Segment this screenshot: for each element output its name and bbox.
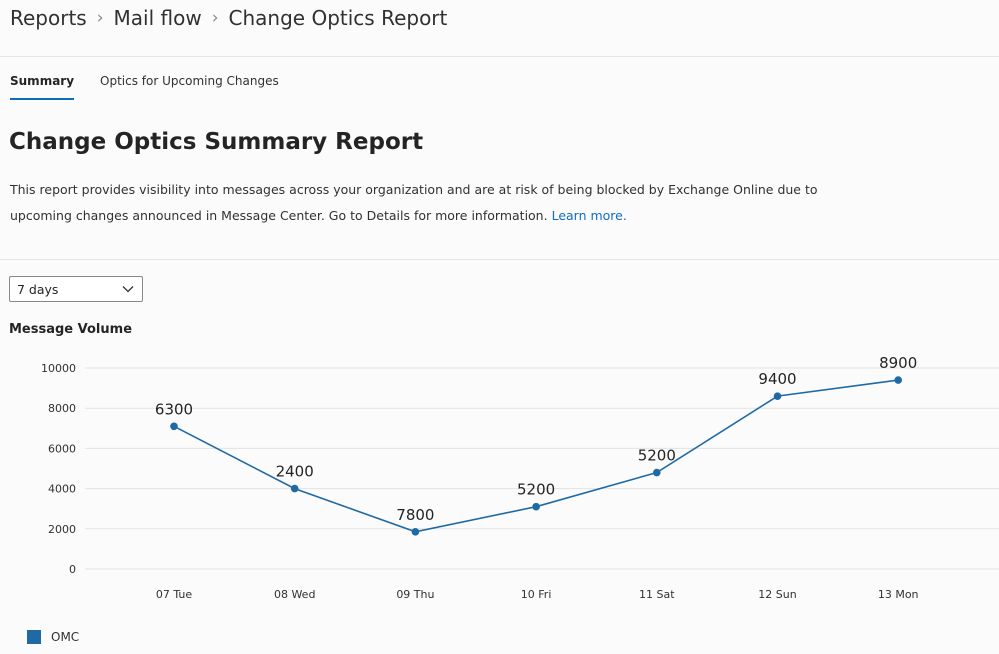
- y-tick-label: 8000: [48, 402, 76, 415]
- data-point: [653, 468, 661, 477]
- data-point: [411, 528, 420, 536]
- x-tick-label: 10 Fri: [521, 588, 552, 601]
- message-volume-chart: 0 2000 4000 6000 8000 10000 07 Tue 08 Wed 09 Thu…: [41, 354, 999, 601]
- data-label: 2400: [276, 463, 314, 481]
- breadcrumb-reports[interactable]: Reports: [10, 6, 87, 30]
- legend-swatch-omc: [27, 630, 41, 644]
- x-tick-label: 13 Mon: [878, 588, 919, 601]
- data-label: 8900: [879, 354, 917, 372]
- y-tick-label: 6000: [48, 442, 76, 455]
- section-divider: [0, 259, 999, 260]
- y-tick-label: 4000: [48, 483, 76, 496]
- breadcrumb-mail-flow[interactable]: Mail flow: [113, 6, 202, 30]
- x-tick-label: 09 Thu: [396, 588, 434, 601]
- data-label: 6300: [155, 400, 193, 418]
- chart-title: Message Volume: [9, 322, 133, 337]
- data-label: 5200: [517, 481, 555, 499]
- y-tick-label: 10000: [41, 362, 76, 375]
- chevron-down-icon: [122, 286, 134, 293]
- tab-summary[interactable]: Summary: [10, 72, 75, 100]
- breadcrumb-current-page: Change Optics Report: [228, 6, 448, 30]
- learn-more-link[interactable]: Learn more.: [551, 208, 627, 223]
- chevron-right-icon: ›: [211, 8, 219, 28]
- tab-optics-upcoming-changes[interactable]: Optics for Upcoming Changes: [100, 74, 279, 88]
- date-range-value: 7 days: [17, 281, 59, 297]
- chevron-right-icon: ›: [96, 8, 104, 28]
- header-divider: [0, 56, 999, 57]
- report-description: This report provides visibility into mes…: [10, 177, 870, 229]
- legend-label-omc: OMC: [51, 630, 80, 644]
- y-tick-label: 2000: [48, 523, 76, 536]
- data-point: [170, 422, 178, 431]
- y-tick-label: 0: [69, 563, 76, 576]
- data-label: 5200: [638, 447, 676, 465]
- data-label: 9400: [758, 370, 796, 388]
- data-point: [773, 392, 782, 400]
- x-tick-label: 08 Wed: [274, 588, 315, 601]
- data-point: [532, 502, 540, 511]
- date-range-dropdown[interactable]: 7 days: [9, 276, 143, 302]
- data-point: [894, 376, 902, 384]
- data-point: [290, 484, 299, 493]
- chart-legend: OMC: [27, 630, 79, 644]
- x-tick-label: 11 Sat: [639, 588, 675, 601]
- breadcrumb: Reports › Mail flow › Change Optics Repo…: [10, 6, 447, 30]
- tab-bar: Summary Optics for Upcoming Changes: [10, 72, 305, 100]
- data-label: 7800: [396, 506, 434, 524]
- description-text: This report provides visibility into mes…: [10, 182, 818, 223]
- page-title: Change Optics Summary Report: [9, 129, 424, 155]
- x-tick-label: 07 Tue: [156, 588, 193, 601]
- x-tick-label: 12 Sun: [758, 588, 796, 601]
